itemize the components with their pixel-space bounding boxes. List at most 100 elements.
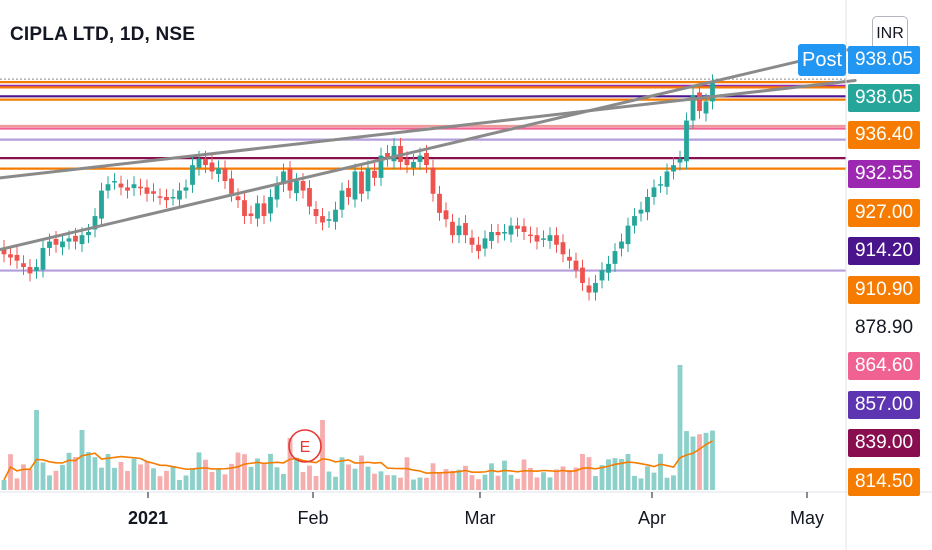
candle-body [235,196,241,201]
volume-bar [645,466,650,490]
volume-bar [599,465,605,490]
volume-bar [242,454,247,490]
volume-bar [248,466,254,490]
volume-bar [469,475,475,490]
candle-body [541,238,546,240]
volume-bar [508,474,514,490]
volume-bar [125,470,130,490]
volume-bar [73,457,78,490]
candle-body [684,120,689,162]
candle-body [216,168,221,175]
volume-bar [1,480,7,490]
volume-bar [177,479,182,490]
volume-bar [612,458,618,490]
candle-body [671,165,676,172]
candle-body [157,196,163,198]
volume-bar [372,473,377,490]
volume-bar [255,458,260,490]
trendline [0,78,857,180]
volume-bar [216,468,221,490]
volume-bar [196,452,202,490]
candle-body [86,232,91,236]
earnings-marker[interactable]: E [288,429,322,463]
volume-bar [112,467,117,490]
candle-body [580,267,585,283]
volume-bar [131,458,137,490]
volume-bar [281,473,286,490]
candle-body [463,223,468,236]
candle-body [560,242,566,255]
x-tick-label: Feb [297,508,329,528]
candle-body [339,190,345,210]
candle-body [632,216,637,226]
candle-body [47,241,52,248]
candle-body [222,168,228,182]
candle-body [599,270,605,281]
volume-bar [8,454,13,490]
price-label: 864.60 [848,352,920,380]
candle-body [333,209,338,222]
candle-body [489,232,494,241]
post-button[interactable]: Post [798,44,846,76]
price-label: 927.00 [848,199,920,227]
volume-bar [47,475,52,490]
volume-bar [456,469,462,490]
volume-bar [170,466,176,490]
trendlines[interactable] [0,46,857,252]
volume-bar [261,463,267,490]
price-label: 914.20 [848,237,920,265]
volume-bar [14,478,20,490]
volume-bar [300,472,306,490]
symbol-title: CIPLA LTD, 1D, NSE [10,24,196,45]
trendline [0,46,857,252]
candle-body [346,188,351,197]
candle-body [40,247,46,270]
candle-body [385,153,390,159]
volume-bar [651,472,657,490]
volume-bar [157,476,163,490]
volume-bar [625,454,631,490]
candle-body [125,187,130,191]
candle-body [242,200,247,217]
volume-bar [320,420,325,490]
volume-bar [619,458,624,490]
candle-body [229,178,234,194]
candle-body [567,256,572,261]
candle-body [612,251,618,264]
earnings-icon: E [300,439,311,456]
volume-bar [586,457,592,490]
volume-bar [697,434,702,490]
volume-bar [534,477,540,490]
volume-bar [560,466,566,490]
candle-body [209,162,215,172]
volume-bar [541,472,546,490]
candle-body [450,221,455,236]
volume-bar [34,410,39,490]
candle-body [203,158,208,166]
volume-bar [86,452,91,490]
candle-body [326,219,332,221]
volume-bar [287,438,293,490]
volume-bar [430,463,436,490]
candle-body [411,161,416,168]
price-label: 938.05 [848,84,920,112]
candle-body [73,235,78,242]
candle-body [476,244,481,252]
candle-body [170,196,176,199]
candle-body [281,171,286,185]
volume-bar [463,465,468,490]
x-tick-label: Apr [637,508,667,528]
volume-bar [703,432,709,490]
candle-body [320,216,325,223]
volume-bar [333,476,338,490]
candle-body [248,213,254,217]
volume-bar [352,468,358,490]
volume-bar [398,477,403,490]
volume-bar [476,479,481,490]
volume-bar [502,460,507,490]
horizontal-lines [0,78,846,272]
price-label: 910.90 [848,276,920,304]
volume-bars [1,365,715,490]
candle-body [651,187,657,197]
